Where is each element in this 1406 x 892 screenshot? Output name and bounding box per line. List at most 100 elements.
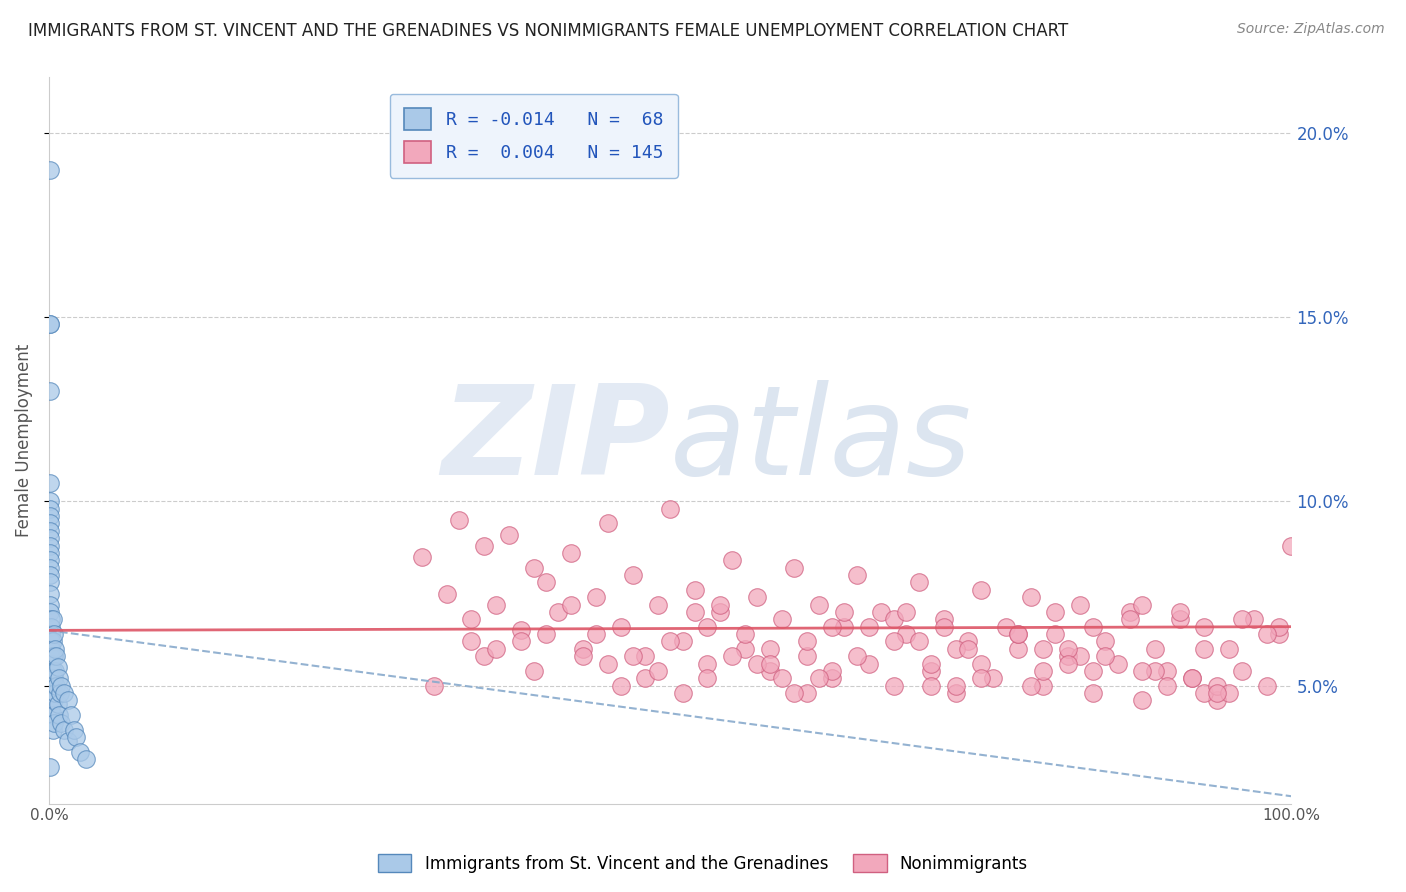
- Point: [572, 649, 595, 664]
- Point: [1218, 686, 1240, 700]
- Point: [41, 700, 63, 714]
- Point: [721, 553, 744, 567]
- Point: [41, 664, 63, 678]
- Point: [39, 568, 62, 582]
- Point: [609, 679, 631, 693]
- Point: [572, 641, 595, 656]
- Point: [39, 318, 62, 332]
- Point: [1130, 598, 1153, 612]
- Point: [41, 612, 63, 626]
- Point: [41, 693, 63, 707]
- Point: [1019, 590, 1042, 604]
- Point: [696, 620, 718, 634]
- Point: [48, 671, 70, 685]
- Point: [1181, 671, 1204, 685]
- Point: [510, 624, 533, 638]
- Point: [1007, 627, 1029, 641]
- Point: [647, 664, 669, 678]
- Point: [796, 649, 818, 664]
- Point: [1168, 605, 1191, 619]
- Point: [672, 686, 695, 700]
- Point: [1056, 649, 1078, 664]
- Point: [1069, 649, 1091, 664]
- Point: [1156, 664, 1178, 678]
- Point: [1256, 627, 1278, 641]
- Point: [721, 649, 744, 664]
- Point: [957, 641, 980, 656]
- Point: [758, 664, 780, 678]
- Point: [1243, 612, 1265, 626]
- Point: [39, 531, 62, 545]
- Point: [42, 627, 65, 641]
- Point: [945, 641, 967, 656]
- Point: [683, 582, 706, 597]
- Point: [560, 546, 582, 560]
- Point: [1194, 620, 1216, 634]
- Point: [472, 539, 495, 553]
- Point: [1194, 641, 1216, 656]
- Point: [45, 649, 67, 664]
- Text: atlas: atlas: [671, 380, 973, 501]
- Point: [858, 620, 880, 634]
- Point: [758, 641, 780, 656]
- Point: [411, 549, 433, 564]
- Point: [1045, 627, 1067, 641]
- Point: [1268, 627, 1291, 641]
- Point: [1206, 679, 1229, 693]
- Point: [39, 524, 62, 538]
- Point: [1081, 664, 1104, 678]
- Point: [41, 679, 63, 693]
- Point: [1045, 605, 1067, 619]
- Point: [957, 634, 980, 648]
- Point: [510, 634, 533, 648]
- Point: [970, 671, 993, 685]
- Point: [1094, 634, 1116, 648]
- Point: [932, 612, 955, 626]
- Point: [808, 598, 831, 612]
- Point: [52, 723, 75, 737]
- Point: [1130, 693, 1153, 707]
- Point: [821, 671, 844, 685]
- Point: [945, 679, 967, 693]
- Point: [796, 634, 818, 648]
- Point: [41, 649, 63, 664]
- Point: [696, 671, 718, 685]
- Point: [56, 693, 79, 707]
- Legend: R = -0.014   N =  68, R =  0.004   N = 145: R = -0.014 N = 68, R = 0.004 N = 145: [389, 94, 678, 178]
- Point: [896, 605, 918, 619]
- Point: [1119, 612, 1142, 626]
- Point: [41, 686, 63, 700]
- Point: [41, 641, 63, 656]
- Point: [870, 605, 893, 619]
- Point: [534, 575, 557, 590]
- Point: [659, 634, 682, 648]
- Point: [1119, 605, 1142, 619]
- Point: [1256, 679, 1278, 693]
- Point: [1019, 679, 1042, 693]
- Point: [981, 671, 1004, 685]
- Point: [39, 560, 62, 574]
- Point: [945, 686, 967, 700]
- Point: [1281, 539, 1303, 553]
- Point: [41, 693, 63, 707]
- Point: [41, 679, 63, 693]
- Point: [1032, 679, 1054, 693]
- Point: [634, 649, 657, 664]
- Point: [907, 575, 929, 590]
- Point: [41, 723, 63, 737]
- Point: [770, 612, 793, 626]
- Point: [44, 641, 66, 656]
- Point: [41, 708, 63, 723]
- Point: [758, 657, 780, 671]
- Point: [1143, 664, 1166, 678]
- Point: [39, 475, 62, 490]
- Point: [1218, 641, 1240, 656]
- Point: [770, 671, 793, 685]
- Point: [65, 731, 87, 745]
- Point: [42, 693, 65, 707]
- Point: [821, 664, 844, 678]
- Point: [423, 679, 446, 693]
- Point: [647, 598, 669, 612]
- Point: [709, 598, 731, 612]
- Point: [832, 620, 855, 634]
